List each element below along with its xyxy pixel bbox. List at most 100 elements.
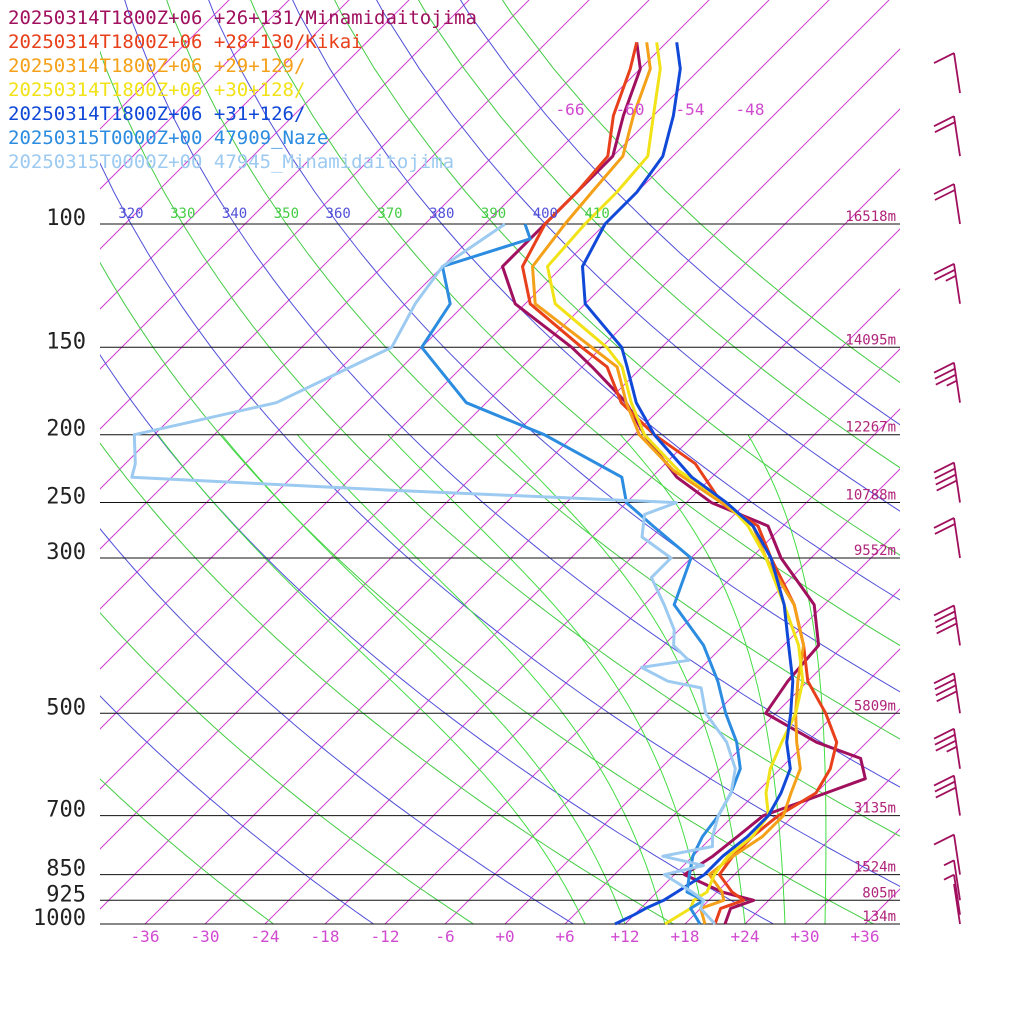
theta-label: 320 [118,206,143,222]
isotherm-line [100,0,470,370]
isotherm-line [100,0,410,310]
temperature-profile-line [581,42,795,926]
isotherm-line [564,588,900,924]
isotherm-line [504,528,900,924]
wind-barbs [933,52,961,925]
height-label: 14095m [845,332,896,348]
moist-adiabat-line [296,434,666,924]
temperature-tick-label: +6 [555,927,574,946]
isotherm-line [264,288,900,924]
pressure-label: 850 [46,857,86,882]
theta-label: 410 [585,206,610,222]
dry-adiabat-line [100,778,274,924]
moist-adiabat-line [620,434,786,924]
moist-adiabat-line [157,434,586,924]
isotherm-line [100,0,290,190]
legend-entry: 20250314T1800Z+06 +31+126/ [8,103,305,125]
pressure-label: 700 [46,798,86,823]
wind-barb [933,604,961,646]
height-label: 805m [862,885,896,901]
temperature-tick-label: +12 [611,927,640,946]
isotherm-line [100,0,350,250]
isotherm-line [444,468,900,924]
temperature-tick-label: -36 [131,927,160,946]
pressure-label: 250 [46,485,86,510]
temperature-tick-label: +24 [731,927,760,946]
temperature-profile-line [546,42,805,926]
isotherm-line [684,708,900,924]
isotherm-line [925,0,1024,924]
upper-temperature-label: -54 [676,100,705,119]
dry-adiabat-line [292,0,900,601]
wind-barb [933,183,961,225]
legend-entry: 20250315T0000Z+00 47909_Naze [8,127,328,149]
wind-barb [953,883,961,925]
wind-barb [943,859,961,901]
height-label: 3135m [854,801,896,817]
theta-label: 360 [326,206,351,222]
temperature-tick-label: -6 [435,927,454,946]
temperature-profile-line [531,42,806,925]
theta-label: 350 [274,206,299,222]
theta-label: 330 [170,206,195,222]
pressure-label: 925 [46,882,86,907]
temperature-profile-line [521,41,839,925]
height-label: 134m [862,909,896,925]
dry-adiabat-line [417,0,900,469]
temperature-tick-label: +0 [495,927,514,946]
dry-adiabat-line [100,442,674,924]
wind-barb [933,727,961,769]
pressure-label: 200 [46,417,86,442]
dry-adiabat-line [100,527,574,924]
temperature-tick-label: +18 [671,927,700,946]
temperature-profile-line [420,223,742,925]
wind-barb [933,833,961,875]
theta-label: 380 [429,206,454,222]
theta-label: 340 [222,206,247,222]
isotherm-line [100,0,230,130]
isobar-lines [100,223,900,925]
isotherm-line [324,348,900,924]
legend-entry: 20250314T1800Z+06 +26+131/Minamidaitojim… [8,7,477,29]
legend-entry: 20250314T1800Z+06 +30+128/ [8,79,305,101]
legend-entry: 20250315T0000Z+00 47945_Minamidaitojima [8,151,454,173]
dry-adiabat-line [100,611,474,924]
temperature-tick-label: +30 [791,927,820,946]
moist-adiabat-line [495,434,746,924]
temperature-profile-line [501,42,867,925]
upper-temperature-label: -60 [616,100,645,119]
temperature-tick-label: +36 [851,927,880,946]
dry-adiabat-line [100,695,374,924]
wind-barb [933,517,961,559]
temperature-tick-label: -18 [311,927,340,946]
height-label: 10788m [845,488,896,504]
moist-adiabat-line [221,434,626,924]
wind-barb [933,461,961,503]
temperature-tick-label: -12 [371,927,400,946]
height-label: 9552m [854,543,896,559]
height-label: 16518m [845,209,896,225]
theta-label: 390 [481,206,506,222]
height-label: 12267m [845,420,896,436]
wind-barb [943,873,961,915]
pressure-label: 1000 [33,906,86,931]
upper-temperature-label: -48 [736,100,765,119]
isotherm-line [624,648,900,924]
wind-barb [933,774,961,816]
axis-labels: 100 16518m 150 14095m 200 12267m 250 10788m 300 9… [33,100,896,946]
isotherm-line [384,408,900,924]
temperature-profiles [130,41,867,926]
pressure-label: 300 [46,540,86,565]
legend-entry: 20250314T1800Z+06 +29+129/ [8,55,305,77]
pressure-label: 100 [46,206,86,231]
pressure-label: 500 [46,695,86,720]
wind-barb [933,115,961,157]
legend-entry: 20250314T1800Z+06 +28+130/Kikai [8,31,363,53]
temperature-tick-label: -24 [251,927,280,946]
wind-barb [933,262,961,304]
upper-temperature-label: -66 [556,100,585,119]
legend: 20250314T1800Z+06 +26+131/Minamidaitojim… [8,7,477,173]
wind-barb [933,672,961,714]
moist-adiabat-line [747,434,827,924]
